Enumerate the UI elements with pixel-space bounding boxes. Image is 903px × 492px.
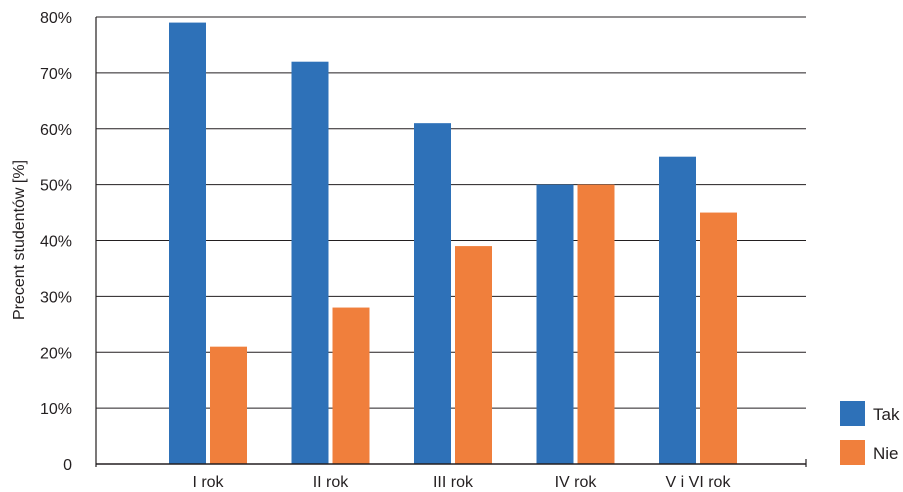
legend-swatch-nie [840, 440, 865, 465]
y-tick-labels: 0 10% 20% 30% 40% 50% 60% 70% 80% [40, 10, 72, 474]
y-tick-label: 20% [40, 345, 72, 362]
bar-nie-5 [700, 212, 737, 464]
x-tick-label: I rok [192, 474, 224, 491]
y-tick-label: 70% [40, 66, 72, 83]
y-tick-label: 50% [40, 178, 72, 195]
legend-label-tak: Tak [873, 405, 900, 424]
y-tick-label: 10% [40, 401, 72, 418]
axes [95, 17, 807, 467]
y-tick-label: 80% [40, 10, 72, 27]
bar-tak-1 [169, 22, 206, 465]
x-tick-label: V i VI rok [666, 474, 732, 491]
y-tick-label: 40% [40, 234, 72, 251]
bar-tak-4 [536, 184, 574, 464]
legend: Tak Nie [840, 401, 900, 465]
x-tick-label: II rok [313, 474, 350, 491]
x-tick-label: III rok [433, 474, 474, 491]
bar-nie-4 [577, 184, 615, 464]
y-axis-label: Precent studentów [%] [11, 160, 28, 320]
bar-nie-1 [210, 346, 247, 464]
bar-tak-2 [291, 61, 329, 464]
y-tick-label: 30% [40, 289, 72, 306]
bars [169, 22, 737, 465]
bar-tak-3 [414, 123, 451, 464]
y-tick-label: 0 [63, 457, 72, 474]
x-tick-label: IV rok [555, 474, 598, 491]
legend-label-nie: Nie [873, 444, 899, 463]
bar-tak-5 [659, 156, 696, 464]
y-tick-label: 60% [40, 122, 72, 139]
legend-swatch-tak [840, 401, 865, 426]
x-tick-labels: I rok II rok III rok IV rok V i VI rok [192, 474, 731, 491]
bar-nie-3 [455, 246, 492, 464]
bar-nie-2 [332, 307, 370, 464]
